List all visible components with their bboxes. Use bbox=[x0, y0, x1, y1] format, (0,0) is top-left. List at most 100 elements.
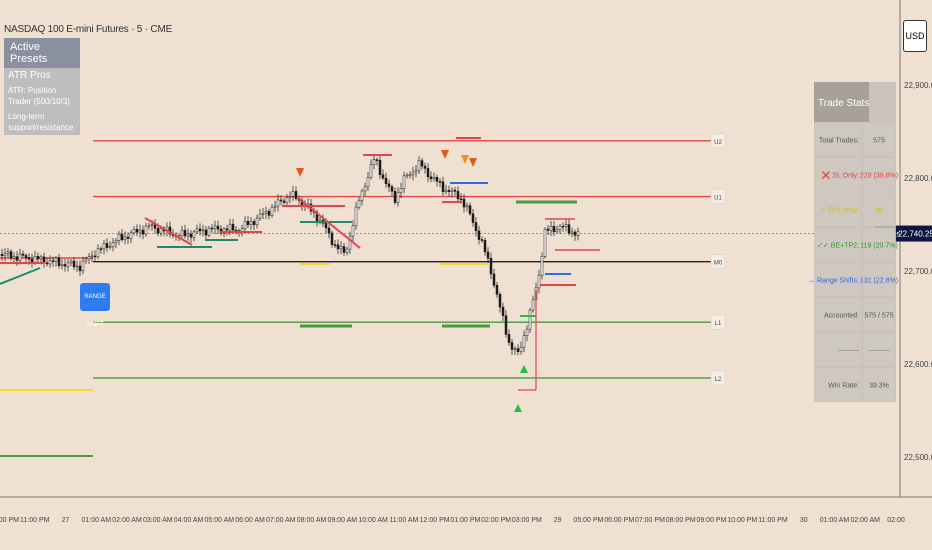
x-tick-label: 01:00 AM bbox=[81, 517, 111, 524]
x-tick-label: 11:00 PM bbox=[20, 517, 50, 524]
active-presets-panel: Active Presets ATR Pros ATR: Position Tr… bbox=[4, 38, 80, 135]
candle-body bbox=[396, 192, 400, 203]
candle-body bbox=[384, 177, 388, 184]
candle-body bbox=[489, 258, 493, 275]
candle-body bbox=[255, 217, 259, 226]
candle-body bbox=[147, 225, 151, 227]
trade-stats-value: 119 (20.7%) bbox=[860, 243, 898, 250]
trade-stats-label: Win Rate: bbox=[828, 383, 859, 390]
candle-body bbox=[60, 264, 64, 267]
candle-body bbox=[348, 235, 352, 250]
candle-body bbox=[3, 252, 7, 257]
candle-body bbox=[546, 228, 550, 231]
candle-body bbox=[339, 246, 343, 250]
presets-row: Long-term support/resistance bbox=[8, 112, 74, 132]
candle-body bbox=[270, 207, 274, 216]
level-label-box bbox=[710, 133, 726, 149]
candle-body bbox=[135, 228, 139, 233]
x-tick-label: 04:00 AM bbox=[174, 517, 204, 524]
candle-body bbox=[381, 174, 385, 179]
level-label-box bbox=[710, 370, 726, 386]
currency-button[interactable]: USD bbox=[903, 20, 927, 52]
candle-body bbox=[387, 183, 391, 187]
y-tick-label: 22,600.00 bbox=[904, 360, 932, 369]
trade-stats-cell bbox=[815, 298, 861, 331]
buy-signal-icon bbox=[520, 365, 528, 373]
candle-body bbox=[330, 232, 334, 245]
trade-stats-cell bbox=[863, 368, 895, 401]
candle-body bbox=[498, 294, 502, 308]
trade-stats-cell bbox=[815, 193, 861, 226]
candle-body bbox=[399, 188, 403, 193]
candle-body bbox=[474, 222, 478, 232]
presets-atr-label: ATR Pros bbox=[8, 70, 51, 81]
candle-body bbox=[9, 251, 13, 259]
candle-body bbox=[408, 174, 412, 177]
candle-body bbox=[261, 213, 265, 215]
candle-body bbox=[342, 246, 346, 253]
candle-body bbox=[93, 255, 97, 258]
level-label: U1 bbox=[714, 196, 722, 202]
level-label-box bbox=[710, 189, 726, 204]
level-label: U2 bbox=[714, 140, 722, 146]
candle-body bbox=[345, 248, 349, 253]
candle-body bbox=[372, 159, 376, 165]
candle-body bbox=[552, 226, 556, 233]
candle-body bbox=[216, 225, 220, 230]
candle-body bbox=[285, 197, 289, 203]
trade-stats-value: 131 (22.8%) bbox=[860, 278, 898, 285]
candle-body bbox=[123, 236, 127, 241]
x-tick-label: 03:00 PM bbox=[512, 517, 542, 524]
x-tick-label: 01:00 AM bbox=[820, 517, 850, 524]
candle-body bbox=[561, 225, 565, 228]
candle-body bbox=[483, 240, 487, 253]
candle-body bbox=[96, 248, 100, 258]
candle-body bbox=[468, 205, 472, 215]
candle-body bbox=[444, 190, 448, 193]
candle-body bbox=[465, 205, 469, 208]
x-tick-label: 11:00 AM bbox=[389, 517, 418, 524]
candle-body bbox=[462, 198, 466, 208]
candle-body bbox=[576, 231, 580, 236]
trade-stats-label: Accounted: bbox=[824, 313, 859, 320]
candle-body bbox=[246, 221, 250, 226]
x-tick-label: 12:00 PM bbox=[420, 517, 450, 524]
candle-body bbox=[132, 228, 136, 234]
candle-body bbox=[477, 230, 481, 240]
trade-stats-cell bbox=[815, 123, 861, 156]
candle-body bbox=[525, 328, 529, 336]
x-tick-label: 08:00 AM bbox=[297, 517, 327, 524]
candle-body bbox=[570, 231, 574, 234]
candle-body bbox=[279, 199, 283, 202]
current-price-label: 22,740.25 bbox=[898, 230, 932, 239]
candle-body bbox=[243, 221, 247, 229]
candle-body bbox=[537, 274, 541, 289]
candle-body bbox=[114, 240, 118, 243]
candle-body bbox=[75, 265, 79, 268]
candle-body bbox=[354, 206, 358, 227]
chart-title: NASDAQ 100 E-mini Futures · 5 · CME bbox=[4, 24, 173, 35]
x-tick-label: 02:00 AM bbox=[850, 517, 880, 524]
trade-stats-label: ↔ Range Shifts: bbox=[808, 278, 859, 285]
candle-body bbox=[57, 257, 61, 267]
trade-stats-panel: Trade Stats Total Trades: 575 ❌ SL Only: 229… bbox=[808, 82, 898, 402]
level-label: M0 bbox=[714, 261, 723, 267]
candle-body bbox=[120, 233, 124, 241]
candle-body bbox=[531, 299, 535, 311]
candle-body bbox=[378, 159, 382, 176]
candle-body bbox=[186, 233, 190, 237]
candle-body bbox=[423, 165, 427, 169]
x-tick-label: 29 bbox=[554, 517, 562, 524]
x-tick-label: 10:00 PM bbox=[727, 517, 757, 524]
candle-body bbox=[567, 224, 571, 234]
candle-body bbox=[510, 342, 514, 350]
candle-body bbox=[411, 171, 415, 176]
sell-signal-icon bbox=[461, 155, 469, 164]
candle-body bbox=[573, 231, 577, 236]
candle-body bbox=[117, 233, 121, 241]
level-label: L1 bbox=[715, 321, 722, 327]
sell-signal-icon bbox=[296, 168, 304, 177]
candle-body bbox=[27, 257, 31, 260]
candle-body bbox=[435, 177, 439, 182]
